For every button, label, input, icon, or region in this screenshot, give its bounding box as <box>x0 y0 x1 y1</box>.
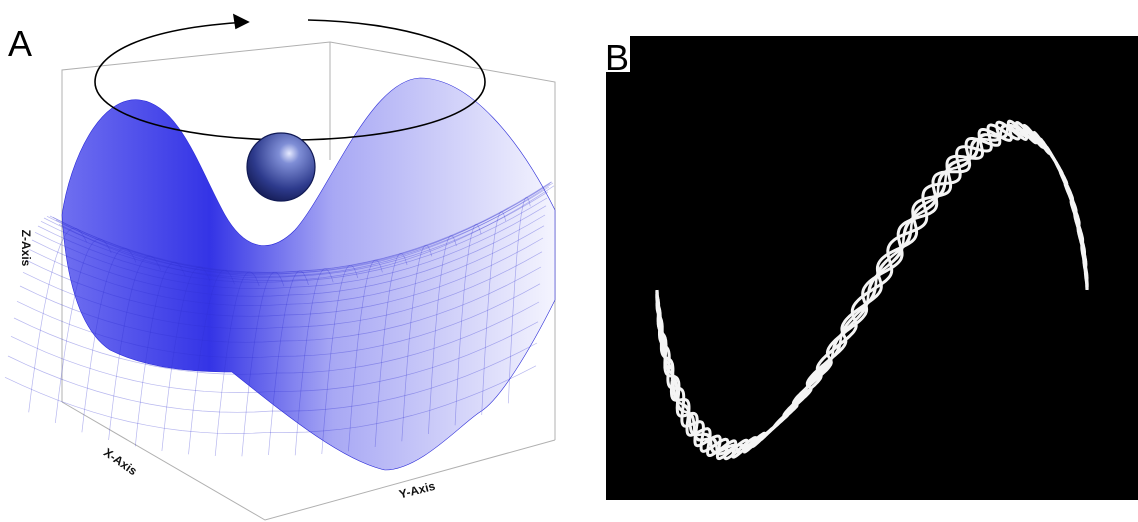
panel-b: B <box>605 36 1138 500</box>
panel-label: B <box>605 37 629 78</box>
figure: A Z-Axis X-Axis Y-Axis B <box>0 0 1138 522</box>
saddle-surface <box>62 78 555 470</box>
x-axis-label: X-Axis <box>101 445 140 478</box>
ball <box>247 133 315 201</box>
z-axis-label: Z-Axis <box>19 230 33 267</box>
panel-a: A Z-Axis X-Axis Y-Axis <box>5 15 555 520</box>
panel-label: A <box>8 23 32 64</box>
